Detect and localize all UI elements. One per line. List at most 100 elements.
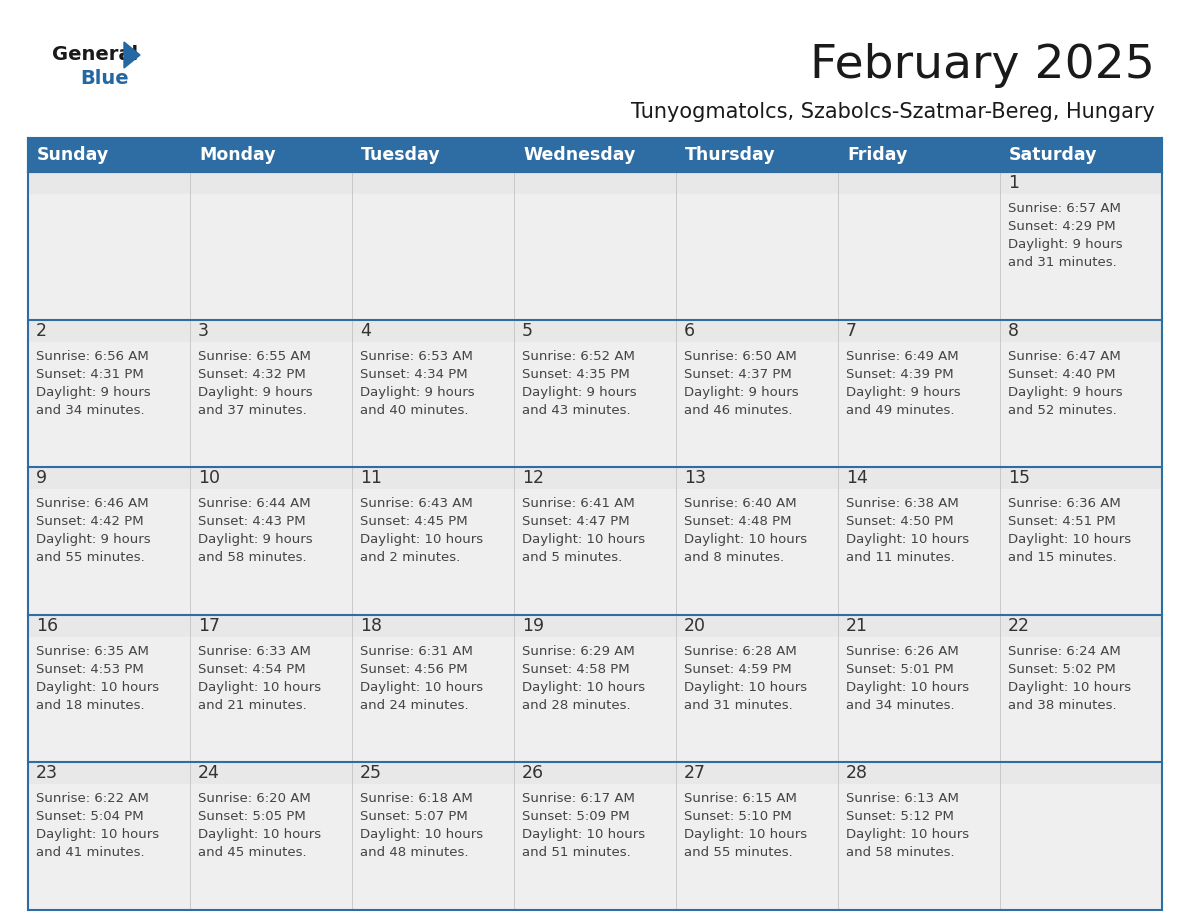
Bar <box>838 763 1000 910</box>
Text: 21: 21 <box>846 617 868 635</box>
Bar <box>352 615 514 637</box>
Bar <box>1000 615 1162 763</box>
Text: Sunset: 5:12 PM: Sunset: 5:12 PM <box>846 811 954 823</box>
Text: Daylight: 10 hours: Daylight: 10 hours <box>198 681 321 694</box>
Bar <box>676 763 838 784</box>
Bar <box>1000 319 1162 467</box>
Text: Sunrise: 6:46 AM: Sunrise: 6:46 AM <box>36 498 148 510</box>
Text: and 52 minutes.: and 52 minutes. <box>1007 404 1117 417</box>
Bar <box>514 763 676 910</box>
Text: Daylight: 10 hours: Daylight: 10 hours <box>846 828 969 842</box>
Text: Daylight: 9 hours: Daylight: 9 hours <box>360 386 475 398</box>
Text: Daylight: 10 hours: Daylight: 10 hours <box>1007 533 1131 546</box>
Text: 4: 4 <box>360 321 371 340</box>
Bar <box>514 319 676 467</box>
Bar <box>29 615 190 763</box>
Text: Daylight: 10 hours: Daylight: 10 hours <box>846 533 969 546</box>
Text: Sunset: 5:10 PM: Sunset: 5:10 PM <box>684 811 791 823</box>
Text: Daylight: 9 hours: Daylight: 9 hours <box>522 386 637 398</box>
Text: 28: 28 <box>846 765 868 782</box>
Bar <box>838 615 1000 763</box>
Text: Daylight: 9 hours: Daylight: 9 hours <box>846 386 961 398</box>
Bar <box>352 763 514 910</box>
Text: Sunrise: 6:52 AM: Sunrise: 6:52 AM <box>522 350 634 363</box>
Bar <box>29 467 190 489</box>
Bar <box>29 138 1162 172</box>
Text: Sunset: 4:59 PM: Sunset: 4:59 PM <box>684 663 791 676</box>
Text: and 5 minutes.: and 5 minutes. <box>522 551 623 565</box>
Bar <box>29 319 190 467</box>
Text: and 58 minutes.: and 58 minutes. <box>846 846 955 859</box>
Text: 7: 7 <box>846 321 857 340</box>
Text: Daylight: 9 hours: Daylight: 9 hours <box>198 386 312 398</box>
Text: and 55 minutes.: and 55 minutes. <box>36 551 145 565</box>
Polygon shape <box>124 42 140 68</box>
Text: Sunset: 5:04 PM: Sunset: 5:04 PM <box>36 811 144 823</box>
Text: Sunrise: 6:53 AM: Sunrise: 6:53 AM <box>360 350 473 363</box>
Text: and 51 minutes.: and 51 minutes. <box>522 846 631 859</box>
Bar <box>1000 172 1162 194</box>
Text: 20: 20 <box>684 617 706 635</box>
Text: 14: 14 <box>846 469 868 487</box>
Text: Sunrise: 6:43 AM: Sunrise: 6:43 AM <box>360 498 473 510</box>
Text: Daylight: 10 hours: Daylight: 10 hours <box>1007 681 1131 694</box>
Bar <box>514 172 676 319</box>
Text: Blue: Blue <box>80 70 128 88</box>
Text: Sunset: 4:43 PM: Sunset: 4:43 PM <box>198 515 305 528</box>
Text: 25: 25 <box>360 765 383 782</box>
Text: Daylight: 9 hours: Daylight: 9 hours <box>1007 238 1123 251</box>
Text: and 21 minutes.: and 21 minutes. <box>198 699 307 711</box>
Text: 26: 26 <box>522 765 544 782</box>
Text: Daylight: 10 hours: Daylight: 10 hours <box>522 828 645 842</box>
Text: and 18 minutes.: and 18 minutes. <box>36 699 145 711</box>
Bar <box>838 763 1000 784</box>
Text: Sunrise: 6:49 AM: Sunrise: 6:49 AM <box>846 350 959 363</box>
Bar <box>352 467 514 615</box>
Text: Sunset: 4:56 PM: Sunset: 4:56 PM <box>360 663 468 676</box>
Bar <box>838 467 1000 489</box>
Text: 17: 17 <box>198 617 220 635</box>
Text: Sunrise: 6:35 AM: Sunrise: 6:35 AM <box>36 644 148 658</box>
Text: and 49 minutes.: and 49 minutes. <box>846 404 954 417</box>
Text: 5: 5 <box>522 321 533 340</box>
Text: Sunset: 4:40 PM: Sunset: 4:40 PM <box>1007 367 1116 381</box>
Text: Sunset: 4:48 PM: Sunset: 4:48 PM <box>684 515 791 528</box>
Bar <box>838 467 1000 615</box>
Text: and 2 minutes.: and 2 minutes. <box>360 551 460 565</box>
Text: Sunrise: 6:56 AM: Sunrise: 6:56 AM <box>36 350 148 363</box>
Bar <box>190 172 352 194</box>
Text: Sunrise: 6:17 AM: Sunrise: 6:17 AM <box>522 792 634 805</box>
Bar <box>514 615 676 637</box>
Text: 3: 3 <box>198 321 209 340</box>
Text: 24: 24 <box>198 765 220 782</box>
Text: Sunset: 4:39 PM: Sunset: 4:39 PM <box>846 367 954 381</box>
Text: and 46 minutes.: and 46 minutes. <box>684 404 792 417</box>
Text: Sunset: 4:29 PM: Sunset: 4:29 PM <box>1007 220 1116 233</box>
Text: 12: 12 <box>522 469 544 487</box>
Bar <box>29 319 190 341</box>
Text: 23: 23 <box>36 765 58 782</box>
Bar <box>514 467 676 615</box>
Text: Daylight: 10 hours: Daylight: 10 hours <box>360 681 484 694</box>
Bar <box>838 319 1000 467</box>
Text: and 31 minutes.: and 31 minutes. <box>684 699 792 711</box>
Text: Sunset: 4:50 PM: Sunset: 4:50 PM <box>846 515 954 528</box>
Bar <box>838 319 1000 341</box>
Text: Sunrise: 6:26 AM: Sunrise: 6:26 AM <box>846 644 959 658</box>
Bar <box>29 763 190 910</box>
Bar <box>1000 172 1162 319</box>
Bar <box>190 467 352 489</box>
Text: Friday: Friday <box>847 146 908 164</box>
Bar <box>514 319 676 341</box>
Text: Monday: Monday <box>200 146 276 164</box>
Bar <box>352 615 514 763</box>
Text: 13: 13 <box>684 469 706 487</box>
Text: and 58 minutes.: and 58 minutes. <box>198 551 307 565</box>
Bar <box>29 763 190 784</box>
Text: 19: 19 <box>522 617 544 635</box>
Bar <box>676 172 838 319</box>
Text: Daylight: 10 hours: Daylight: 10 hours <box>36 681 159 694</box>
Text: Sunset: 5:01 PM: Sunset: 5:01 PM <box>846 663 954 676</box>
Bar <box>1000 615 1162 637</box>
Text: Sunrise: 6:22 AM: Sunrise: 6:22 AM <box>36 792 148 805</box>
